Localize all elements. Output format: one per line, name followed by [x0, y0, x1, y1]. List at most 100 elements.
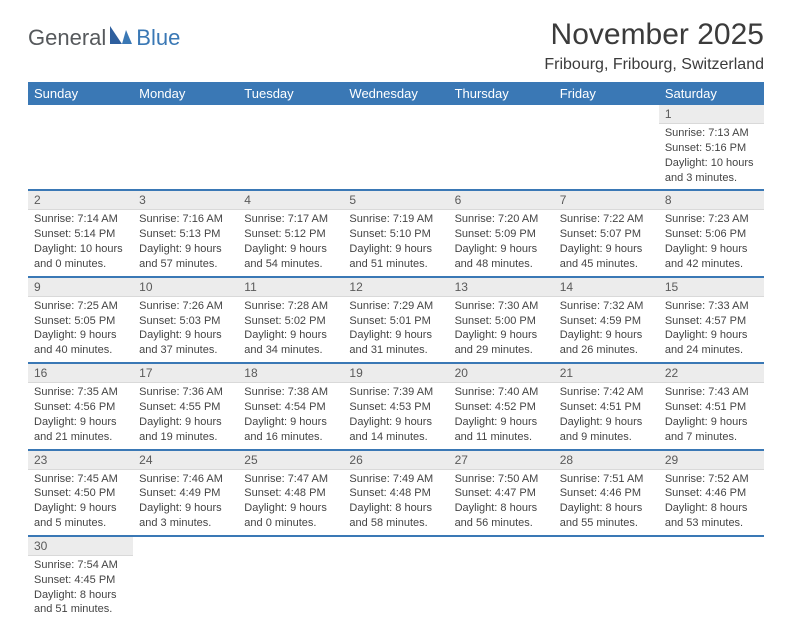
day-number: 13 [449, 278, 554, 297]
calendar-cell: 8Sunrise: 7:23 AMSunset: 5:06 PMDaylight… [659, 190, 764, 276]
sunrise-text: Sunrise: 7:35 AM [34, 385, 127, 400]
day-number: 18 [238, 364, 343, 383]
header: General Blue November 2025 Fribourg, Fri… [28, 18, 764, 74]
calendar-cell [238, 536, 343, 621]
calendar-cell: 24Sunrise: 7:46 AMSunset: 4:49 PMDayligh… [133, 450, 238, 536]
calendar-cell: 16Sunrise: 7:35 AMSunset: 4:56 PMDayligh… [28, 363, 133, 449]
calendar-cell: 22Sunrise: 7:43 AMSunset: 4:51 PMDayligh… [659, 363, 764, 449]
day-number: 11 [238, 278, 343, 297]
sunrise-text: Sunrise: 7:46 AM [139, 472, 232, 487]
day-details: Sunrise: 7:23 AMSunset: 5:06 PMDaylight:… [659, 210, 764, 275]
daylight-text: Daylight: 8 hours and 51 minutes. [34, 588, 127, 618]
sail-icon [108, 24, 134, 51]
day-details: Sunrise: 7:47 AMSunset: 4:48 PMDaylight:… [238, 470, 343, 535]
day-details: Sunrise: 7:39 AMSunset: 4:53 PMDaylight:… [343, 383, 448, 448]
calendar-cell: 27Sunrise: 7:50 AMSunset: 4:47 PMDayligh… [449, 450, 554, 536]
title-block: November 2025 Fribourg, Fribourg, Switze… [544, 18, 764, 74]
sunrise-text: Sunrise: 7:22 AM [560, 212, 653, 227]
daylight-text: Daylight: 9 hours and 21 minutes. [34, 415, 127, 445]
calendar-cell: 15Sunrise: 7:33 AMSunset: 4:57 PMDayligh… [659, 277, 764, 363]
day-details: Sunrise: 7:46 AMSunset: 4:49 PMDaylight:… [133, 470, 238, 535]
calendar-cell [133, 536, 238, 621]
sunset-text: Sunset: 5:01 PM [349, 314, 442, 329]
calendar-cell [238, 105, 343, 190]
calendar-cell [554, 105, 659, 190]
day-details: Sunrise: 7:33 AMSunset: 4:57 PMDaylight:… [659, 297, 764, 362]
sunrise-text: Sunrise: 7:49 AM [349, 472, 442, 487]
calendar-cell: 17Sunrise: 7:36 AMSunset: 4:55 PMDayligh… [133, 363, 238, 449]
daylight-text: Daylight: 9 hours and 5 minutes. [34, 501, 127, 531]
day-number: 17 [133, 364, 238, 383]
day-details: Sunrise: 7:45 AMSunset: 4:50 PMDaylight:… [28, 470, 133, 535]
calendar-cell [28, 105, 133, 190]
day-number: 15 [659, 278, 764, 297]
calendar-week-row: 30Sunrise: 7:54 AMSunset: 4:45 PMDayligh… [28, 536, 764, 621]
daylight-text: Daylight: 10 hours and 0 minutes. [34, 242, 127, 272]
calendar-week-row: 23Sunrise: 7:45 AMSunset: 4:50 PMDayligh… [28, 450, 764, 536]
day-number: 20 [449, 364, 554, 383]
sunset-text: Sunset: 5:10 PM [349, 227, 442, 242]
day-details: Sunrise: 7:51 AMSunset: 4:46 PMDaylight:… [554, 470, 659, 535]
logo: General Blue [28, 24, 180, 51]
sunset-text: Sunset: 4:45 PM [34, 573, 127, 588]
calendar-cell: 20Sunrise: 7:40 AMSunset: 4:52 PMDayligh… [449, 363, 554, 449]
sunset-text: Sunset: 4:51 PM [665, 400, 758, 415]
day-details: Sunrise: 7:54 AMSunset: 4:45 PMDaylight:… [28, 556, 133, 621]
sunset-text: Sunset: 4:46 PM [560, 486, 653, 501]
sunrise-text: Sunrise: 7:45 AM [34, 472, 127, 487]
sunset-text: Sunset: 4:46 PM [665, 486, 758, 501]
logo-text-part1: General [28, 25, 106, 51]
sunrise-text: Sunrise: 7:39 AM [349, 385, 442, 400]
sunrise-text: Sunrise: 7:14 AM [34, 212, 127, 227]
calendar-cell [343, 536, 448, 621]
sunset-text: Sunset: 5:13 PM [139, 227, 232, 242]
sunrise-text: Sunrise: 7:38 AM [244, 385, 337, 400]
calendar-cell: 10Sunrise: 7:26 AMSunset: 5:03 PMDayligh… [133, 277, 238, 363]
daylight-text: Daylight: 9 hours and 51 minutes. [349, 242, 442, 272]
sunrise-text: Sunrise: 7:13 AM [665, 126, 758, 141]
day-details: Sunrise: 7:50 AMSunset: 4:47 PMDaylight:… [449, 470, 554, 535]
day-details: Sunrise: 7:19 AMSunset: 5:10 PMDaylight:… [343, 210, 448, 275]
sunrise-text: Sunrise: 7:32 AM [560, 299, 653, 314]
daylight-text: Daylight: 9 hours and 40 minutes. [34, 328, 127, 358]
day-details: Sunrise: 7:49 AMSunset: 4:48 PMDaylight:… [343, 470, 448, 535]
calendar-cell [659, 536, 764, 621]
sunrise-text: Sunrise: 7:33 AM [665, 299, 758, 314]
daylight-text: Daylight: 9 hours and 29 minutes. [455, 328, 548, 358]
weekday-header-row: SundayMondayTuesdayWednesdayThursdayFrid… [28, 82, 764, 105]
daylight-text: Daylight: 9 hours and 0 minutes. [244, 501, 337, 531]
sunset-text: Sunset: 4:51 PM [560, 400, 653, 415]
daylight-text: Daylight: 10 hours and 3 minutes. [665, 156, 758, 186]
sunset-text: Sunset: 5:05 PM [34, 314, 127, 329]
daylight-text: Daylight: 9 hours and 11 minutes. [455, 415, 548, 445]
sunrise-text: Sunrise: 7:25 AM [34, 299, 127, 314]
day-number: 21 [554, 364, 659, 383]
sunset-text: Sunset: 4:47 PM [455, 486, 548, 501]
day-number: 16 [28, 364, 133, 383]
sunset-text: Sunset: 5:03 PM [139, 314, 232, 329]
sunset-text: Sunset: 4:57 PM [665, 314, 758, 329]
daylight-text: Daylight: 9 hours and 34 minutes. [244, 328, 337, 358]
calendar-cell: 19Sunrise: 7:39 AMSunset: 4:53 PMDayligh… [343, 363, 448, 449]
weekday-header: Sunday [28, 82, 133, 105]
day-number: 12 [343, 278, 448, 297]
sunrise-text: Sunrise: 7:28 AM [244, 299, 337, 314]
calendar-cell: 2Sunrise: 7:14 AMSunset: 5:14 PMDaylight… [28, 190, 133, 276]
calendar-cell: 3Sunrise: 7:16 AMSunset: 5:13 PMDaylight… [133, 190, 238, 276]
calendar-cell: 26Sunrise: 7:49 AMSunset: 4:48 PMDayligh… [343, 450, 448, 536]
sunset-text: Sunset: 5:14 PM [34, 227, 127, 242]
calendar-cell: 18Sunrise: 7:38 AMSunset: 4:54 PMDayligh… [238, 363, 343, 449]
calendar-cell: 21Sunrise: 7:42 AMSunset: 4:51 PMDayligh… [554, 363, 659, 449]
sunset-text: Sunset: 4:59 PM [560, 314, 653, 329]
calendar-cell: 9Sunrise: 7:25 AMSunset: 5:05 PMDaylight… [28, 277, 133, 363]
sunrise-text: Sunrise: 7:29 AM [349, 299, 442, 314]
daylight-text: Daylight: 8 hours and 53 minutes. [665, 501, 758, 531]
calendar-cell: 25Sunrise: 7:47 AMSunset: 4:48 PMDayligh… [238, 450, 343, 536]
daylight-text: Daylight: 9 hours and 3 minutes. [139, 501, 232, 531]
sunrise-text: Sunrise: 7:43 AM [665, 385, 758, 400]
day-number: 4 [238, 191, 343, 210]
day-number: 29 [659, 451, 764, 470]
weekday-header: Monday [133, 82, 238, 105]
calendar-cell [449, 536, 554, 621]
day-details: Sunrise: 7:32 AMSunset: 4:59 PMDaylight:… [554, 297, 659, 362]
